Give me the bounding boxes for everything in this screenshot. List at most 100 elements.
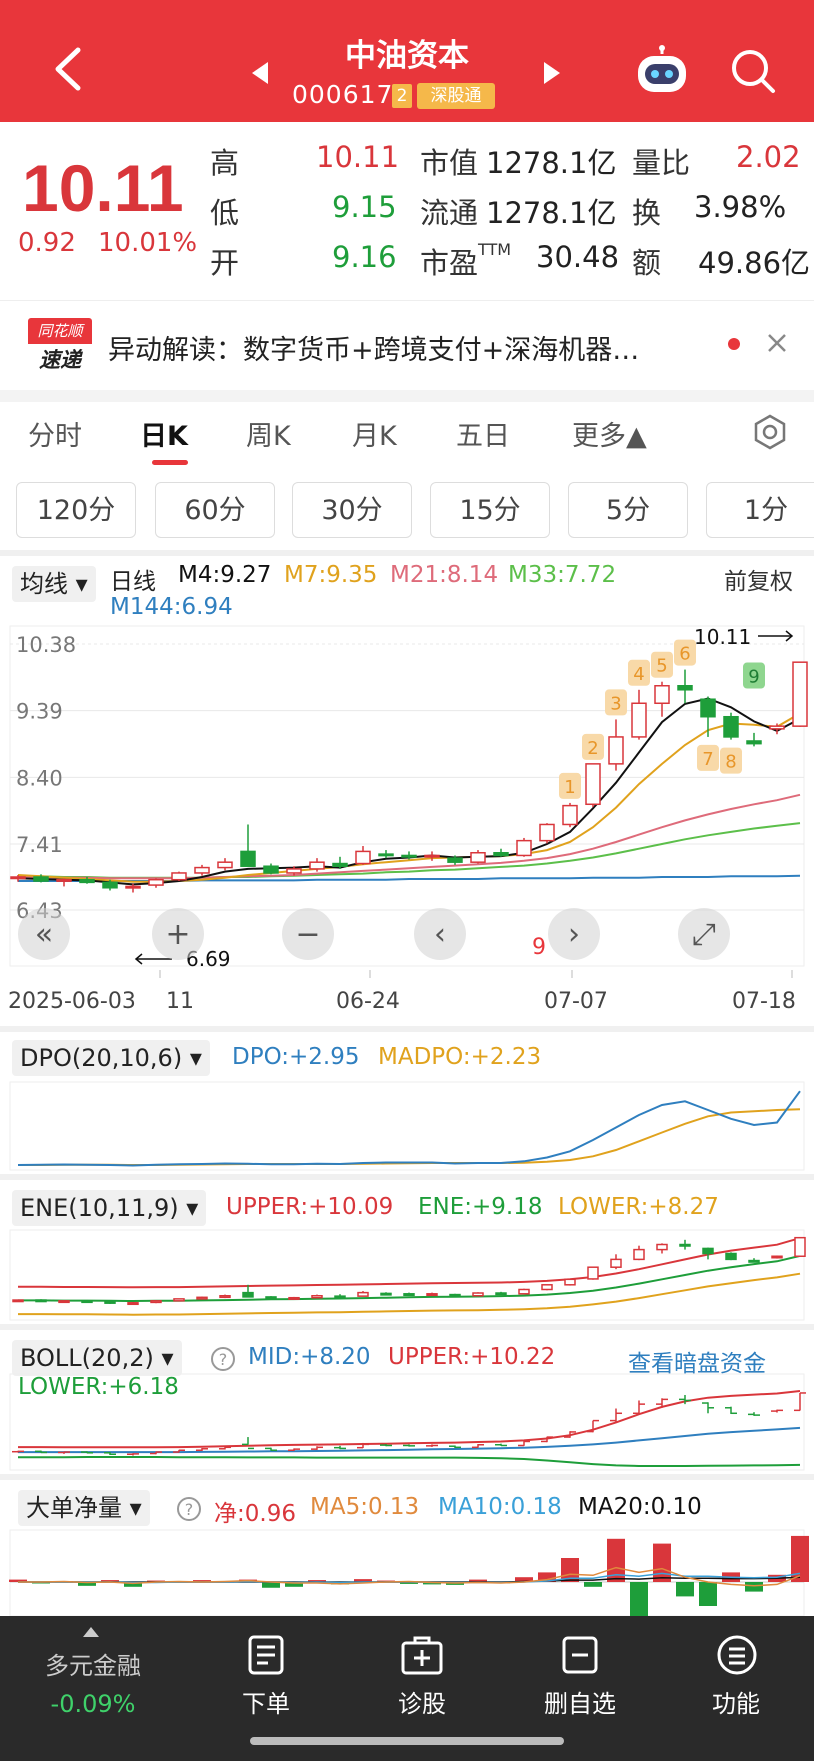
adjust-mode[interactable]: 前复权 (724, 569, 793, 595)
prev-stock-icon[interactable] (250, 60, 270, 86)
bigorder-bar (78, 1582, 96, 1586)
unread-dot (728, 338, 740, 350)
tab-monthly-k[interactable]: 月K (352, 421, 397, 452)
bottom-toolbar: 多元金融 -0.09% 下单 诊股 (0, 1616, 814, 1761)
bigorder-selector[interactable]: 大单净量 ▾ (18, 1490, 150, 1526)
help-icon[interactable]: ? (210, 1346, 236, 1372)
ene-candle (265, 1296, 277, 1300)
period-1min[interactable]: 1分 (706, 482, 814, 538)
madpo-value: MADPO:+2.23 (378, 1044, 542, 1070)
tab-weekly-k[interactable]: 周K (246, 421, 291, 452)
ene-selector[interactable]: ENE(10,11,9) ▾ (12, 1190, 207, 1226)
ene-candle (403, 1293, 415, 1297)
ma33-line (18, 822, 801, 879)
tonghuashun-express-logo: 同花顺 速递 (28, 318, 92, 378)
ene-frame (9, 1229, 805, 1321)
ene-candle (127, 1302, 139, 1306)
ene-candle (725, 1252, 737, 1261)
tab-five-day[interactable]: 五日 (456, 421, 510, 452)
remove-watchlist-button[interactable]: 删自选 (510, 1630, 650, 1750)
bigorder-bar (124, 1582, 142, 1587)
help-icon-2[interactable]: ? (176, 1496, 202, 1522)
ene-candle (150, 1300, 162, 1304)
boll-selector[interactable]: BOLL(20,2) ▾ (12, 1340, 182, 1376)
prev-icon[interactable]: ‹ (414, 908, 466, 960)
ma21-line (18, 793, 801, 880)
bigorder-bar (469, 1579, 487, 1582)
svg-text:−: − (295, 917, 320, 952)
settings-icon[interactable] (752, 414, 788, 450)
bigorder-bar (791, 1535, 809, 1582)
bigorder-bar (308, 1580, 326, 1582)
ene-mid-line (18, 1254, 801, 1303)
alert-text[interactable]: 异动解读：数字货币+跨境支付+深海机器… (108, 335, 640, 366)
amount-value: 49.86亿 (698, 246, 811, 280)
bigorder-bar (515, 1577, 533, 1582)
ene-candle (610, 1258, 622, 1268)
float-value: 1278.1亿 (486, 196, 617, 230)
next-stock-icon[interactable] (542, 60, 562, 86)
q-mark: 9 (532, 935, 546, 960)
bigorder-ma10-value: MA10:0.18 (438, 1494, 562, 1520)
kline-candle (332, 862, 348, 867)
diagnose-button[interactable]: 诊股 (352, 1630, 492, 1750)
robot-assistant-icon[interactable] (634, 44, 690, 96)
ene-candle (794, 1236, 806, 1257)
close-icon[interactable] (766, 332, 788, 354)
kline-candle (148, 878, 164, 886)
ene-candle (173, 1298, 185, 1302)
kline-candle (309, 861, 325, 870)
turnover-value: 3.98% (694, 190, 787, 224)
tab-intraday[interactable]: 分时 (28, 421, 82, 452)
tab-more[interactable]: 更多▲ (572, 421, 647, 452)
order-button[interactable]: 下单 (196, 1630, 336, 1750)
scroll-left-icon[interactable]: « (18, 908, 70, 960)
period-15min[interactable]: 15分 (430, 482, 550, 538)
dpo-line (17, 1090, 801, 1167)
ene-candle (633, 1248, 645, 1261)
fullscreen-icon[interactable]: ⤢ (678, 908, 730, 960)
next-icon[interactable]: › (548, 908, 600, 960)
kline-candle (562, 804, 578, 826)
search-icon[interactable] (730, 48, 776, 94)
nine-turn-badge (651, 651, 673, 678)
nine-turn-label: 4 (633, 664, 644, 685)
dpo-selector[interactable]: DPO(20,10,6) ▾ (12, 1040, 210, 1076)
function-button[interactable]: 功能 (666, 1630, 806, 1750)
pe-label: 市盈TTM (420, 240, 512, 280)
exchange-badge: 深股通 (417, 83, 495, 109)
kline-candle (700, 698, 716, 718)
ene-chart (9, 1229, 806, 1321)
x-tick-label: 2025-06-03 (8, 989, 136, 1014)
nine-turn-badge (582, 733, 604, 760)
ene-candle (426, 1293, 438, 1297)
kline-candle (723, 715, 739, 738)
kline-candle (769, 725, 785, 730)
expand-up-icon[interactable] (82, 1626, 100, 1638)
zoom-out-icon[interactable]: − (282, 908, 334, 960)
tab-daily-k[interactable]: 日K (140, 421, 188, 452)
stock-code: 000617 (292, 80, 394, 109)
kline-candle (608, 736, 624, 765)
period-60min[interactable]: 60分 (155, 482, 275, 538)
ene-candle (587, 1266, 599, 1280)
bigorder-ma20-value: MA20:0.10 (578, 1494, 702, 1520)
ma33-value: M33:7.72 (508, 562, 617, 588)
sector-name[interactable]: 多元金融 (45, 1652, 141, 1680)
nine-turn-label: 8 (725, 752, 736, 773)
ma-selector[interactable]: 均线 ▾ (12, 566, 96, 602)
dark-pool-link[interactable]: 查看暗盘资金 (628, 1351, 766, 1377)
period-5min[interactable]: 5分 (568, 482, 688, 538)
bigorder-bar (699, 1582, 717, 1606)
boll-lower-value: LOWER:+6.18 (18, 1374, 179, 1400)
period-30min[interactable]: 30分 (292, 482, 412, 538)
period-120min[interactable]: 120分 (16, 482, 136, 538)
kline-chart[interactable]: 10.389.398.407.416.4312345678910.116.699… (0, 622, 814, 1026)
back-icon[interactable] (52, 46, 82, 92)
page-title: 中油资本 (345, 38, 469, 74)
ene-candle (748, 1259, 760, 1263)
high-value: 10.11 (316, 140, 400, 174)
ene-candle (679, 1243, 691, 1247)
zoom-in-icon[interactable]: + (152, 908, 204, 960)
ene-candle (58, 1300, 70, 1304)
